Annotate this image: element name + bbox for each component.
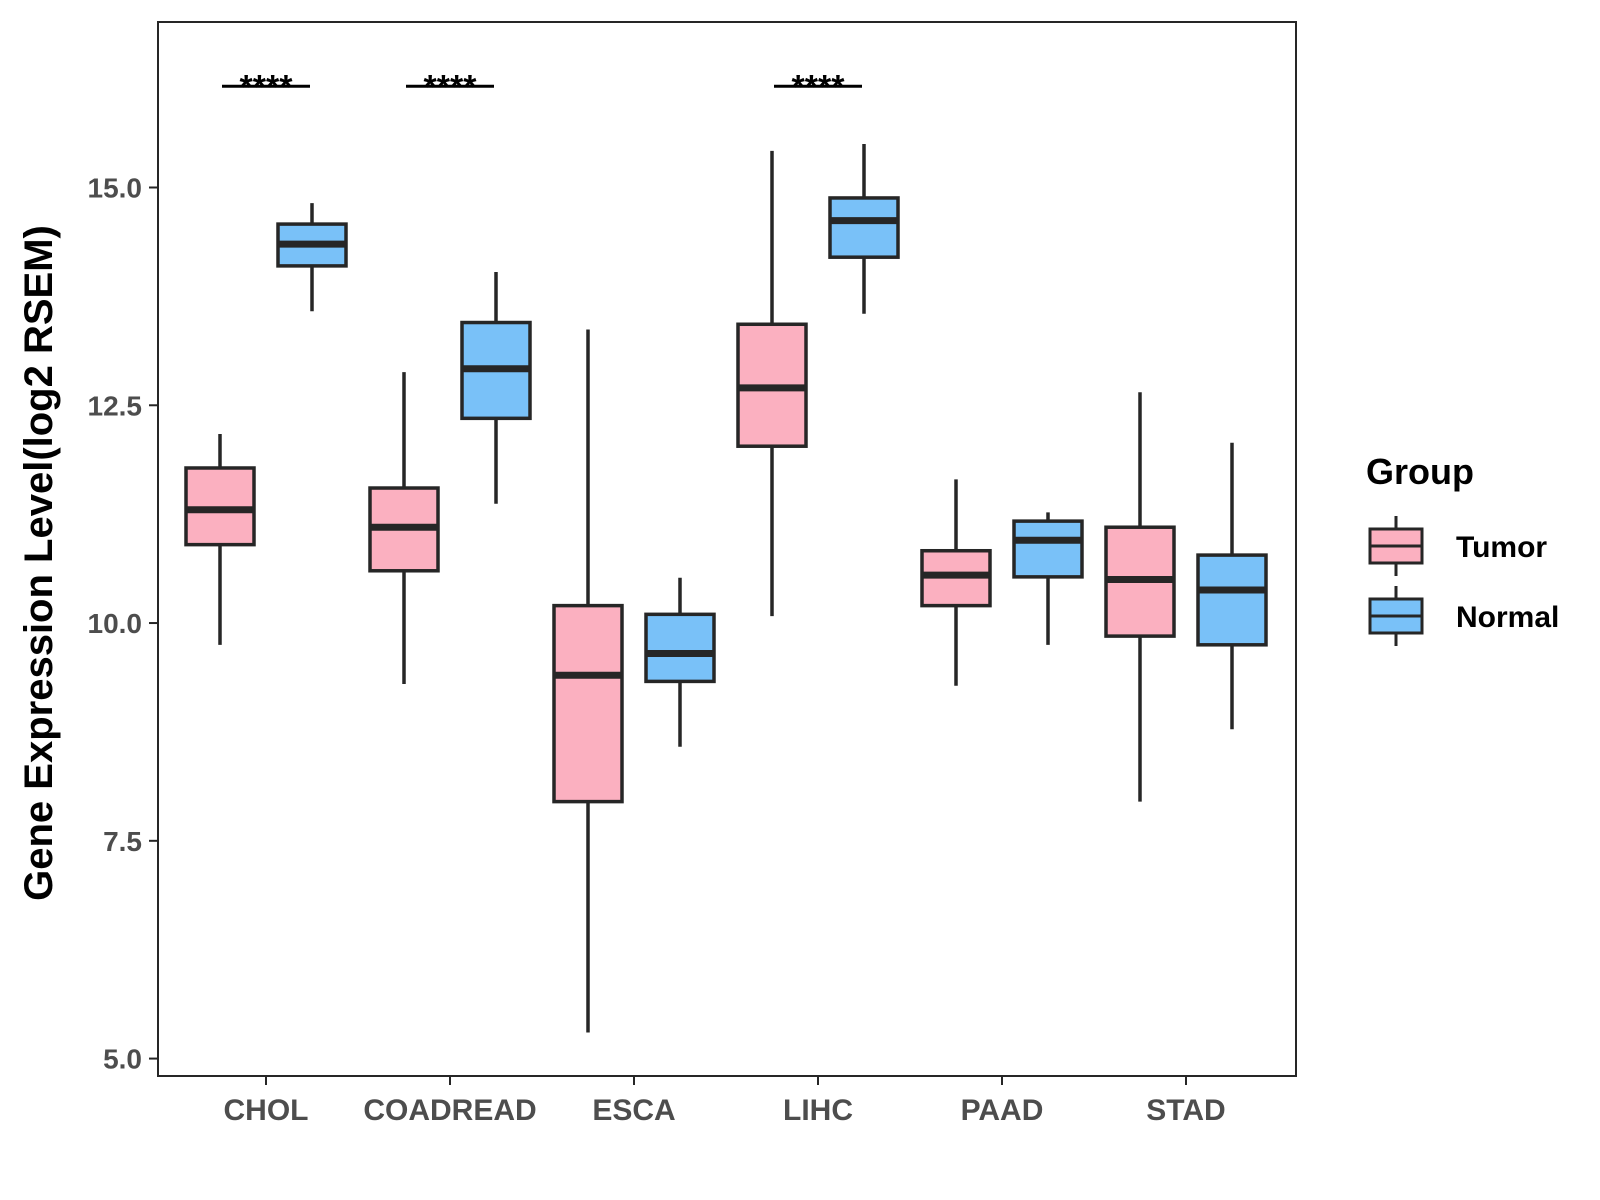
box-tumor-esca <box>552 329 624 1033</box>
box-tumor-lihc <box>736 150 808 617</box>
y-tick-label: 12.5 <box>88 390 143 421</box>
box-normal-chol <box>276 203 348 312</box>
legend-label-normal: Normal <box>1456 601 1559 634</box>
box-body <box>644 612 716 684</box>
significance-label: **** <box>792 68 846 106</box>
box-tumor-stad <box>1104 392 1176 802</box>
x-tick-label: COADREAD <box>363 1094 536 1127</box>
x-tick-label: ESCA <box>592 1094 675 1127</box>
legend-key-normal <box>1368 586 1424 646</box>
x-tick-label: STAD <box>1146 1094 1225 1127</box>
y-tick-label: 10.0 <box>88 608 143 639</box>
box-body <box>828 196 900 259</box>
box-tumor-coadread <box>368 372 440 685</box>
box-tumor-paad <box>920 479 992 686</box>
box-body <box>1012 519 1084 579</box>
y-tick-label: 5.0 <box>103 1044 142 1075</box>
x-tick-label: LIHC <box>783 1094 853 1127</box>
significance-coadread: **** <box>406 68 494 106</box>
boxes-layer <box>184 143 1268 1033</box>
plot-panel-border <box>157 21 1297 1077</box>
box-body <box>552 603 624 804</box>
box-normal-esca <box>644 577 716 747</box>
significance-label: **** <box>424 68 478 106</box>
box-normal-paad <box>1012 512 1084 645</box>
x-tick-label: CHOL <box>224 1094 309 1127</box>
plot-panel <box>157 21 1297 1077</box>
y-axis-title: Gene Expression Level(log2 RSEM) <box>17 225 61 901</box>
axes-layer: 5.0 7.5 10.0 12.5 15.0 Gene Expression Level(… <box>17 173 1226 1127</box>
annotations-layer: **** **** **** <box>222 68 862 106</box>
significance-label: **** <box>240 68 294 106</box>
box-normal-coadread <box>460 271 532 504</box>
box-body <box>1196 553 1268 647</box>
y-tick-label: 7.5 <box>103 826 142 857</box>
significance-chol: **** <box>222 68 310 106</box>
legend-title: Group <box>1366 451 1474 492</box>
significance-lihc: **** <box>774 68 862 106</box>
y-tick-label: 15.0 <box>88 173 143 204</box>
legend: Group Tumor Normal <box>1366 451 1559 646</box>
legend-label-tumor: Tumor <box>1456 531 1547 564</box>
box-tumor-chol <box>184 434 256 645</box>
box-normal-stad <box>1196 442 1268 730</box>
legend-key-tumor <box>1368 516 1424 576</box>
x-tick-label: PAAD <box>961 1094 1044 1127</box>
box-normal-lihc <box>828 143 900 314</box>
